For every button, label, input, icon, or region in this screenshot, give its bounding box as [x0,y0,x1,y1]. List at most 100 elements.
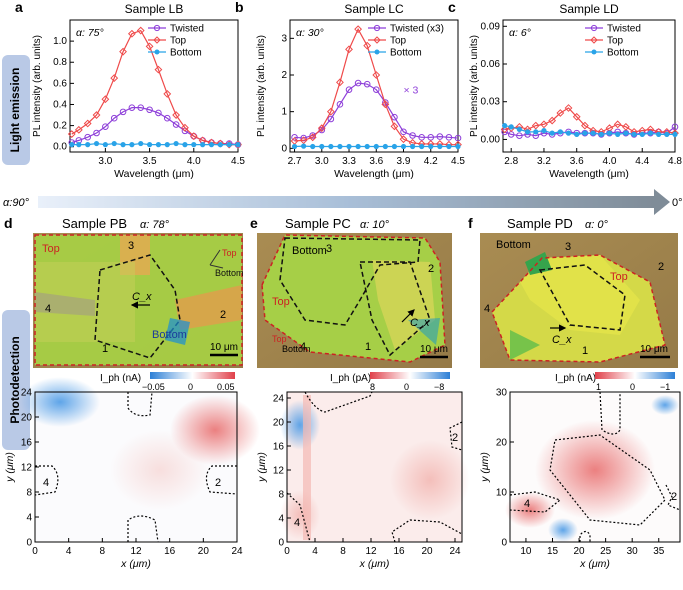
map-label-4-e: 4 [294,517,300,529]
y-axis-label: y (μm) [4,452,16,483]
legend-marker [373,36,381,44]
map-frame [286,391,463,543]
photocurrent-map-e: 4 2 [280,391,470,543]
label-top-axis-e: Top [272,334,287,344]
photocurrent-map-f: 4 2 [505,391,681,542]
data-point [129,142,135,148]
x-tick-label: 4.4 [635,156,649,167]
data-point [317,124,326,133]
data-point [309,132,317,139]
data-point [354,79,362,87]
data-point [419,143,425,150]
y-tick-label: 16 [273,442,285,453]
data-point [647,130,654,136]
data-point [400,128,407,136]
x-tick-label: 20 [421,546,433,557]
chart-title: Sample LC [344,2,404,16]
data-point [128,104,136,111]
data-point [391,113,398,121]
x-tick-label: 20 [574,546,586,557]
data-point [146,106,153,114]
map-label-2-f: 2 [671,491,677,503]
data-point [93,129,100,137]
row-label-light-emission: Light emission [2,55,30,165]
x-axis-label: Wavelength (μm) [549,168,629,180]
photocurrent-map-d: 4 2 [20,377,260,543]
x-tick-label: 2.8 [504,156,518,167]
legend-marker [153,36,161,44]
electrode-1-d: 1 [102,343,108,355]
data-point [155,142,162,148]
data-point [69,142,75,148]
electrode-1-f: 1 [582,345,588,357]
data-point [391,143,398,150]
data-point [110,74,119,82]
data-point [172,121,180,128]
data-point [548,116,557,125]
data-point [336,78,344,87]
data-point [516,132,523,139]
y-tick-label: 12 [21,463,33,474]
plot-frame [502,19,676,153]
data-point [631,131,637,137]
svg-text:f: f [468,215,473,231]
electrode-3-f: 3 [565,241,571,253]
data-point [381,100,390,109]
svg-text:−8: −8 [434,382,444,392]
x-tick-label: 4 [66,546,72,557]
y-tick-label: 0.4 [53,99,67,110]
x-tick-label: 3.6 [570,156,584,167]
data-point [606,130,613,136]
x-tick-label: 3.0 [98,156,112,167]
legend-marker [590,36,598,44]
data-point [145,42,154,51]
data-point [364,143,370,150]
electrode-4-e: 4 [300,341,306,353]
label-cx-e: C_x [410,317,430,329]
data-point [615,131,621,137]
x-axis-label: x (μm) [579,558,610,570]
chart-title: Sample LB [125,2,184,16]
data-point [613,120,622,129]
data-point [598,131,604,137]
x-axis-label: Wavelength (μm) [114,168,194,180]
data-point [363,80,371,88]
data-point [217,142,223,148]
label-top-axis-d: Top [222,248,237,258]
data-point [291,134,298,141]
data-point [163,90,172,98]
label-bottom-d: Bottom [152,329,187,341]
label-top-d: Top [42,243,60,255]
data-point [580,121,589,130]
data-point [565,130,572,136]
alpha-annotation: α: 6° [509,27,531,39]
svg-text:0: 0 [404,382,409,392]
y-tick-label: 0 [278,538,284,549]
colorbar-e: I_ph (pA) 8 0 −8 [330,372,450,392]
legend-label: Bottom [390,48,422,59]
y-tick-label: 3 [281,33,287,44]
panel-d-title: Sample PB [62,216,127,231]
data-point [137,104,145,111]
data-point [400,143,407,150]
data-point [533,129,539,135]
data-point [163,114,171,122]
data-point [409,132,416,139]
y-tick-label: 0.0 [53,142,67,153]
data-point [556,109,565,117]
data-point [172,111,181,119]
data-point [346,143,352,150]
svg-text:0.05: 0.05 [217,382,235,392]
data-point [84,133,91,141]
data-point [74,125,83,134]
colorbar-label-e: I_ph (pA) [330,373,371,384]
data-point [76,142,82,148]
x-axis-label: x (μm) [359,558,390,570]
electrode-2-f: 2 [658,261,664,273]
map-axes-f: 10 15 20 25 30 35 0 10 20 30 x (μm) y (μm) [479,388,681,570]
data-point [372,71,381,79]
legend-marker [374,49,380,55]
x-tick-label: 25 [600,546,612,557]
data-point [326,107,335,116]
data-point [226,142,232,148]
